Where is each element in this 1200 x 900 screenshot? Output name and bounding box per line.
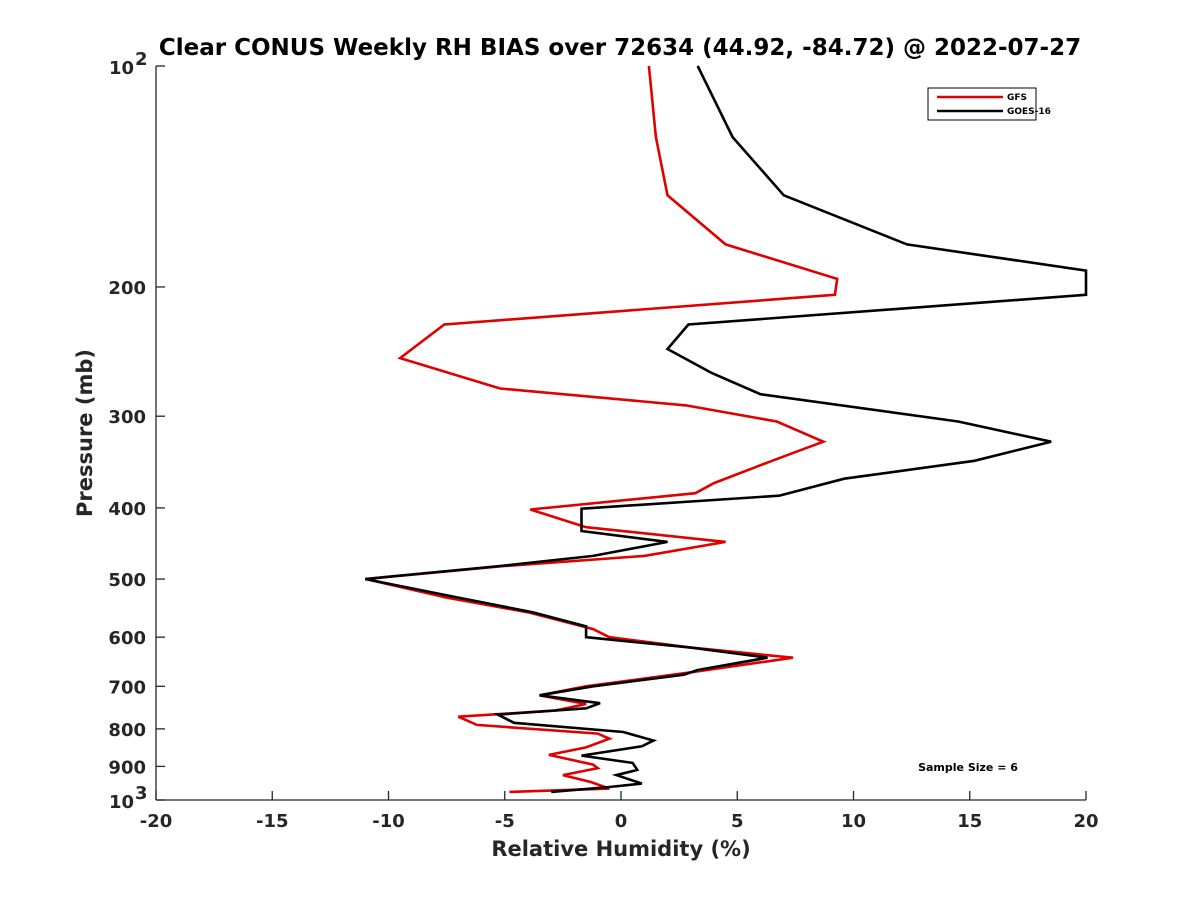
x-axis-ticks: -20 -15 -10 -5 0 5 10 15 20: [140, 791, 1099, 832]
y-axis-label: Pressure (mb): [73, 349, 97, 517]
x-tick-label: 15: [957, 811, 982, 832]
chart-title: Clear CONUS Weekly RH BIAS over 72634 (4…: [159, 35, 1081, 61]
legend-box: [927, 87, 1037, 121]
sample-size-annotation: Sample Size = 6: [918, 761, 1018, 774]
y-tick-label: 400: [108, 499, 146, 520]
x-tick-label: -15: [256, 811, 289, 832]
y-tick-label: 10: [109, 58, 134, 79]
y-tick-label: 800: [108, 720, 146, 741]
x-tick-label: -20: [140, 811, 173, 832]
x-tick-label: 0: [615, 811, 628, 832]
plot-area: [156, 66, 1086, 800]
series-layer: [365, 65, 1088, 794]
y-tick-label: 600: [108, 628, 146, 649]
legend-label-gfs: GFS: [1007, 93, 1027, 103]
x-tick-label: 20: [1073, 811, 1098, 832]
y-tick-label: 200: [108, 278, 146, 299]
x-tick-label: 10: [841, 811, 866, 832]
y-tick-exponent: 2: [135, 49, 148, 70]
y-tick-exponent: 3: [135, 783, 148, 804]
x-axis-label: Relative Humidity (%): [491, 837, 750, 861]
series-line-gfs: [365, 65, 839, 794]
x-tick-label: -10: [372, 811, 405, 832]
legend: GFS GOES-16: [927, 87, 1051, 121]
y-tick-label: 700: [108, 677, 146, 698]
y-tick-label: 500: [108, 570, 146, 591]
y-tick-label: 300: [108, 407, 146, 428]
x-tick-label: 5: [731, 811, 744, 832]
x-tick-label: -5: [495, 811, 515, 832]
y-tick-label: 10: [109, 792, 134, 813]
legend-label-goes16: GOES-16: [1007, 107, 1051, 117]
y-tick-label: 900: [108, 757, 146, 778]
series-line-goes16: [365, 65, 1088, 794]
